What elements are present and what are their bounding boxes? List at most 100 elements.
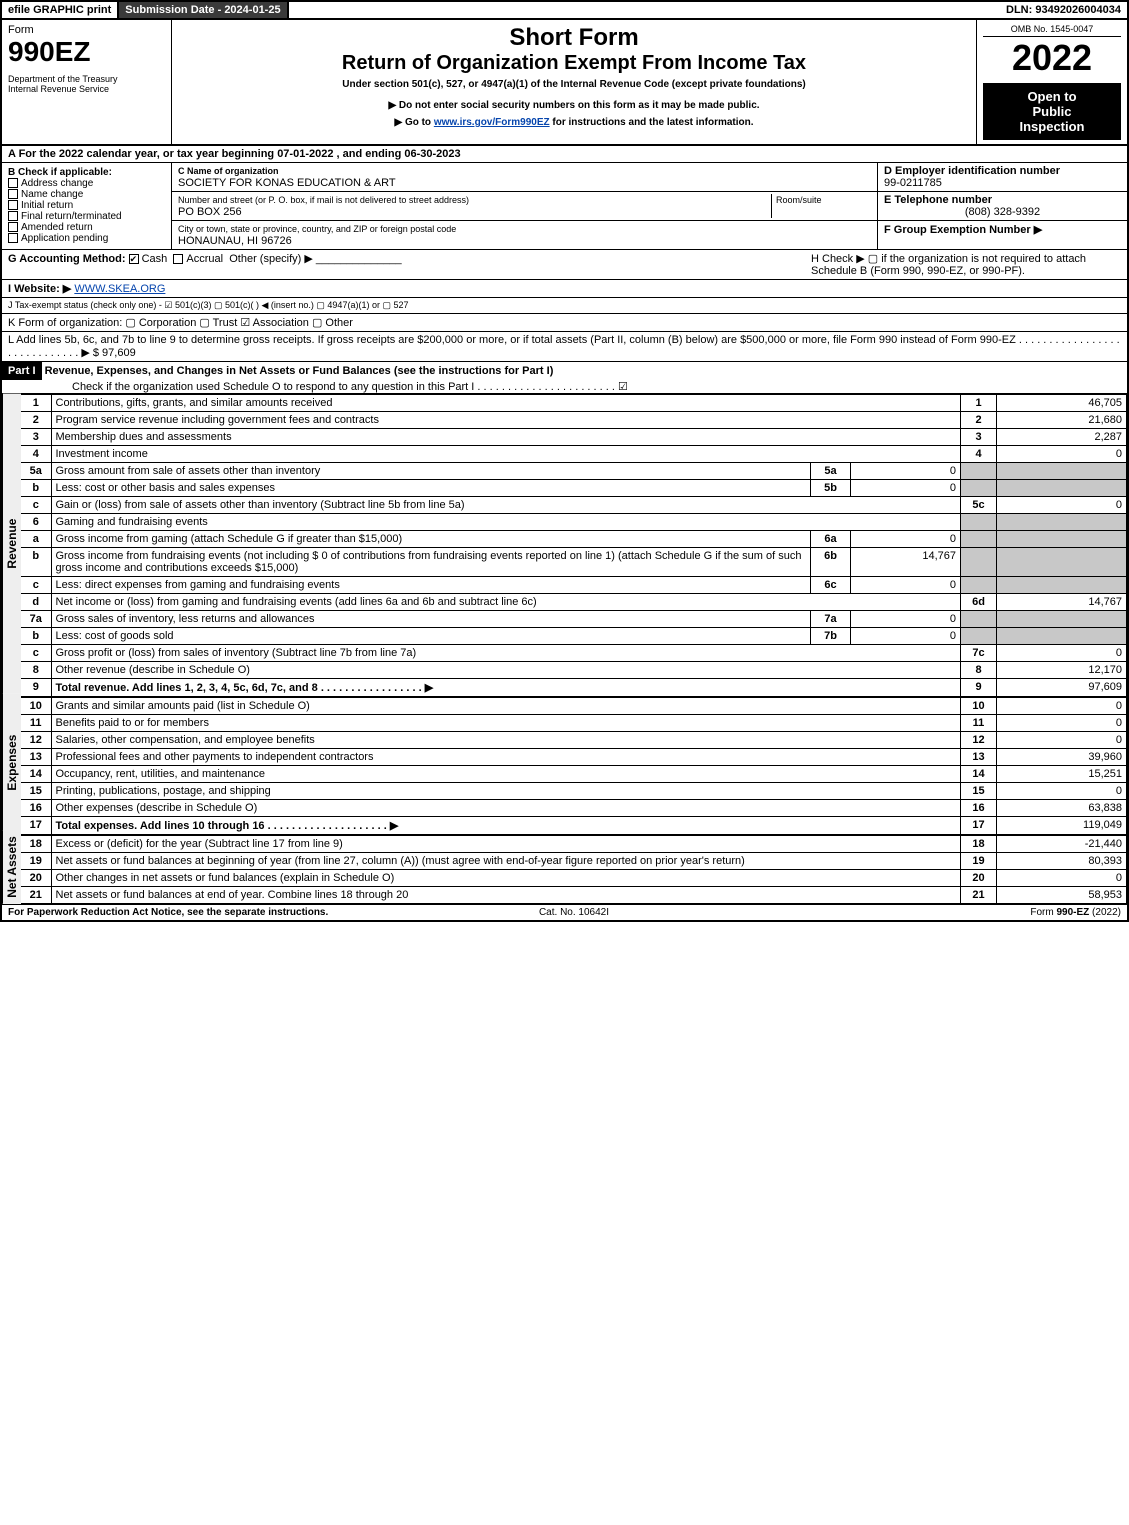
b-name: Name change bbox=[21, 189, 83, 200]
chk-pending[interactable] bbox=[8, 233, 18, 243]
line-7c: cGross profit or (loss) from sales of in… bbox=[21, 645, 1127, 662]
col-b: B Check if applicable: Address change Na… bbox=[2, 163, 172, 249]
footer-right: Form 990-EZ (2022) bbox=[1030, 907, 1121, 918]
line-6: 6Gaming and fundraising events bbox=[21, 514, 1127, 531]
i-label: I Website: ▶ bbox=[8, 283, 71, 295]
efile-label[interactable]: efile GRAPHIC print bbox=[2, 2, 119, 18]
org-name: SOCIETY FOR KONAS EDUCATION & ART bbox=[178, 177, 396, 189]
col-def: D Employer identification number 99-0211… bbox=[877, 163, 1127, 249]
b-amend: Amended return bbox=[21, 222, 93, 233]
revenue-label: Revenue bbox=[2, 394, 21, 694]
return-title: Return of Organization Exempt From Incom… bbox=[178, 52, 970, 75]
line-17: 17Total expenses. Add lines 10 through 1… bbox=[21, 817, 1127, 836]
part1-body: Revenue Expenses Net Assets 1Contributio… bbox=[0, 394, 1129, 904]
chk-final[interactable] bbox=[8, 211, 18, 221]
entity-block: B Check if applicable: Address change Na… bbox=[0, 163, 1129, 250]
part1-check: Check if the organization used Schedule … bbox=[2, 381, 628, 393]
line-7b: bLess: cost of goods sold7b0 bbox=[21, 628, 1127, 645]
line-l: L Add lines 5b, 6c, and 7b to line 9 to … bbox=[0, 332, 1129, 362]
org-addr: PO BOX 256 bbox=[178, 206, 242, 218]
b-final: Final return/terminated bbox=[21, 211, 122, 222]
part1-title: Revenue, Expenses, and Changes in Net As… bbox=[45, 365, 554, 377]
line-i: I Website: ▶ WWW.SKEA.ORG bbox=[0, 280, 1129, 298]
chk-accrual[interactable] bbox=[173, 254, 183, 264]
b-init: Initial return bbox=[21, 200, 73, 211]
line-5b: bLess: cost or other basis and sales exp… bbox=[21, 480, 1127, 497]
line-16: 16Other expenses (describe in Schedule O… bbox=[21, 800, 1127, 817]
expenses-label: Expenses bbox=[2, 694, 21, 832]
col-c: C Name of organization SOCIETY FOR KONAS… bbox=[172, 163, 877, 249]
line-6b: bGross income from fundraising events (n… bbox=[21, 548, 1127, 577]
line-14: 14Occupancy, rent, utilities, and mainte… bbox=[21, 766, 1127, 783]
netassets-label: Net Assets bbox=[2, 831, 21, 904]
submission-date: Submission Date - 2024-01-25 bbox=[119, 2, 288, 18]
line-13: 13Professional fees and other payments t… bbox=[21, 749, 1127, 766]
line-6d: dNet income or (loss) from gaming and fu… bbox=[21, 594, 1127, 611]
f-label: F Group Exemption Number ▶ bbox=[884, 224, 1042, 236]
line-6c: cLess: direct expenses from gaming and f… bbox=[21, 577, 1127, 594]
line-15: 15Printing, publications, postage, and s… bbox=[21, 783, 1127, 800]
form-header: Form 990EZ Department of the Treasury In… bbox=[0, 20, 1129, 146]
line-5c: cGain or (loss) from sale of assets othe… bbox=[21, 497, 1127, 514]
line-1: 1Contributions, gifts, grants, and simil… bbox=[21, 395, 1127, 412]
g-accrual: Accrual bbox=[186, 253, 223, 265]
line-gh: G Accounting Method: Cash Accrual Other … bbox=[0, 250, 1129, 280]
chk-name-change[interactable] bbox=[8, 189, 18, 199]
lines-table: 1Contributions, gifts, grants, and simil… bbox=[21, 394, 1127, 904]
line-21: 21Net assets or fund balances at end of … bbox=[21, 887, 1127, 904]
irs-label: Internal Revenue Service bbox=[8, 84, 165, 94]
website-link[interactable]: WWW.SKEA.ORG bbox=[74, 283, 165, 295]
line-k: K Form of organization: ▢ Corporation ▢ … bbox=[0, 314, 1129, 332]
omb: OMB No. 1545-0047 bbox=[983, 24, 1121, 37]
open1: Open to bbox=[989, 89, 1115, 104]
line-12: 12Salaries, other compensation, and empl… bbox=[21, 732, 1127, 749]
open2: Public bbox=[989, 104, 1115, 119]
footer-catno: Cat. No. 10642I bbox=[539, 907, 609, 918]
line-3: 3Membership dues and assessments32,287 bbox=[21, 429, 1127, 446]
line-4: 4Investment income40 bbox=[21, 446, 1127, 463]
line-8: 8Other revenue (describe in Schedule O)8… bbox=[21, 662, 1127, 679]
org-city: HONAUNAU, HI 96726 bbox=[178, 235, 292, 247]
part1-header-row: Part I Revenue, Expenses, and Changes in… bbox=[0, 362, 1129, 394]
short-form-title: Short Form bbox=[178, 24, 970, 52]
g-other: Other (specify) ▶ bbox=[229, 253, 313, 265]
chk-cash[interactable] bbox=[129, 254, 139, 264]
g-cash: Cash bbox=[142, 253, 168, 265]
line-a: A For the 2022 calendar year, or tax yea… bbox=[0, 146, 1129, 163]
chk-amended[interactable] bbox=[8, 222, 18, 232]
chk-address-change[interactable] bbox=[8, 178, 18, 188]
tax-year: 2022 bbox=[983, 37, 1121, 79]
line-6a: aGross income from gaming (attach Schedu… bbox=[21, 531, 1127, 548]
part1-label: Part I bbox=[2, 362, 42, 380]
b-header: B Check if applicable: bbox=[8, 167, 165, 178]
page-footer: For Paperwork Reduction Act Notice, see … bbox=[0, 904, 1129, 922]
line-j: J Tax-exempt status (check only one) - ☑… bbox=[0, 298, 1129, 314]
footer-left: For Paperwork Reduction Act Notice, see … bbox=[8, 907, 328, 918]
line-9: 9Total revenue. Add lines 1, 2, 3, 4, 5c… bbox=[21, 679, 1127, 698]
line-10: 10Grants and similar amounts paid (list … bbox=[21, 697, 1127, 715]
dept-label: Department of the Treasury bbox=[8, 74, 165, 84]
telephone: (808) 328-9392 bbox=[884, 206, 1121, 218]
under-section: Under section 501(c), 527, or 4947(a)(1)… bbox=[178, 79, 970, 90]
form-word: Form bbox=[8, 24, 165, 36]
line-11: 11Benefits paid to or for members110 bbox=[21, 715, 1127, 732]
open3: Inspection bbox=[989, 119, 1115, 134]
irs-link[interactable]: www.irs.gov/Form990EZ bbox=[434, 117, 550, 128]
line-20: 20Other changes in net assets or fund ba… bbox=[21, 870, 1127, 887]
ein: 99-0211785 bbox=[884, 177, 942, 189]
e-label: E Telephone number bbox=[884, 194, 992, 206]
c-label: C Name of organization bbox=[178, 166, 279, 176]
open-public-box: Open to Public Inspection bbox=[983, 83, 1121, 140]
b-pend: Application pending bbox=[21, 233, 108, 244]
chk-initial[interactable] bbox=[8, 200, 18, 210]
h-text: H Check ▶ ▢ if the organization is not r… bbox=[811, 252, 1121, 277]
line-18: 18Excess or (deficit) for the year (Subt… bbox=[21, 835, 1127, 853]
g-label: G Accounting Method: bbox=[8, 253, 126, 265]
form-number: 990EZ bbox=[8, 36, 165, 68]
line-5a: 5aGross amount from sale of assets other… bbox=[21, 463, 1127, 480]
ssn-warning: ▶ Do not enter social security numbers o… bbox=[178, 100, 970, 111]
room-label: Room/suite bbox=[776, 195, 822, 205]
b-addr: Address change bbox=[21, 178, 93, 189]
line-7a: 7aGross sales of inventory, less returns… bbox=[21, 611, 1127, 628]
addr-label: Number and street (or P. O. box, if mail… bbox=[178, 195, 469, 205]
